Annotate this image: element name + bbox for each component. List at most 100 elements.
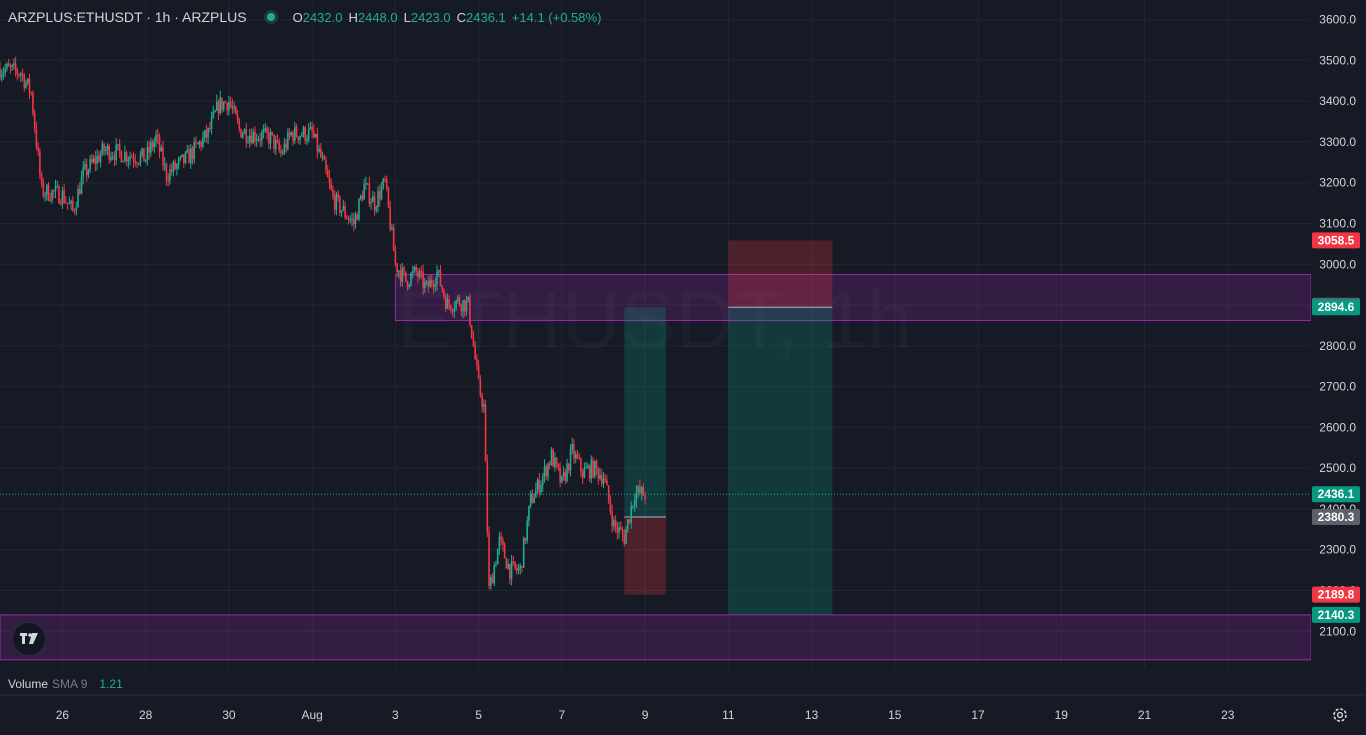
candle-body: [642, 487, 645, 496]
price-label-box: [1312, 299, 1360, 316]
candle-body: [200, 141, 202, 147]
candle-body: [273, 134, 275, 149]
candle-body: [87, 170, 90, 176]
candle-body: [25, 82, 27, 88]
candle-body: [167, 180, 170, 182]
candle-body: [56, 186, 59, 188]
candle-body: [411, 271, 414, 274]
candle-body: [626, 519, 629, 530]
candle-body: [23, 74, 26, 88]
candle-body: [528, 505, 530, 521]
open-label: O: [292, 9, 303, 25]
candle-body: [524, 538, 527, 541]
symbol-legend: ARZPLUS:ETHUSDT · 1h · ARZPLUS O 2432.0 H…: [8, 8, 601, 26]
candle-body: [153, 141, 156, 148]
candle-body: [391, 227, 393, 230]
volume-value: 1.21: [99, 677, 123, 691]
candle-body: [118, 144, 121, 152]
candle-body: [430, 279, 433, 285]
candle-body: [600, 475, 603, 484]
candle-body: [307, 128, 310, 140]
candle-body: [240, 128, 242, 138]
gear-icon[interactable]: [1331, 706, 1349, 724]
candle-body: [151, 142, 154, 148]
candle-body: [2, 72, 5, 75]
candle-body: [432, 284, 435, 287]
candle-body: [255, 139, 258, 141]
zone-box: [0, 614, 1312, 661]
candle-body: [472, 337, 475, 346]
candle-body: [522, 538, 525, 568]
position-stop-area: [624, 516, 666, 595]
price-tick-label: 3000.0: [1319, 257, 1356, 271]
close-value: 2436.1: [466, 9, 506, 25]
candle-body: [606, 480, 608, 486]
candle-body: [604, 478, 607, 481]
candle-body: [127, 159, 130, 162]
close-label: C: [456, 9, 467, 25]
candle-body: [207, 128, 209, 138]
tradingview-logo-icon[interactable]: [12, 622, 46, 656]
candle-body: [557, 463, 560, 468]
candle-body: [177, 158, 180, 165]
candle-body: [214, 110, 216, 112]
candle-body: [446, 299, 449, 309]
candle-body: [313, 131, 315, 138]
price-label-box: [1312, 486, 1360, 503]
candle-body: [311, 126, 313, 132]
candle-body: [130, 156, 133, 158]
price-axis-labels: 3058.52898.42894.62436.12380.32189.82140…: [1312, 232, 1360, 623]
candle-body: [89, 159, 91, 171]
candle-body: [300, 135, 303, 137]
candle-body: [248, 135, 251, 142]
candle-body: [453, 308, 456, 312]
time-tick-label: 3: [392, 708, 399, 722]
position-tools[interactable]: [624, 240, 833, 615]
candle-body: [115, 144, 117, 161]
candle-body: [323, 156, 326, 160]
candle-body: [186, 149, 189, 153]
price-axis[interactable]: 2100.02200.02300.02400.02500.02600.02700…: [1311, 0, 1366, 695]
candle-body: [495, 564, 497, 566]
price-label: 2894.6: [1318, 300, 1355, 314]
candle-body: [384, 178, 386, 180]
candle-body: [59, 203, 62, 205]
time-tick-label: 21: [1138, 708, 1152, 722]
candle-body: [316, 133, 319, 152]
change-value: +14.1 (+0.58%): [511, 9, 602, 25]
candle-body: [599, 475, 601, 479]
candle-body: [297, 136, 300, 141]
candle-body: [18, 74, 20, 76]
symbol-title[interactable]: ARZPLUS:ETHUSDT · 1h · ARZPLUS: [8, 9, 247, 25]
candle-body: [132, 157, 135, 161]
candle-body: [625, 529, 627, 544]
candle-body: [505, 558, 508, 569]
candle-body: [174, 162, 176, 169]
candle-body: [143, 148, 145, 162]
candle-body: [427, 281, 430, 288]
candle-body: [583, 467, 586, 478]
candle-body: [415, 266, 417, 272]
candle-body: [529, 493, 532, 506]
candle-body: [326, 170, 329, 178]
candle-body: [276, 140, 279, 142]
zone-box: [394, 273, 1312, 322]
candle-body: [35, 128, 38, 147]
candle-body: [526, 520, 528, 541]
candle-body: [110, 157, 112, 160]
price-tick-label: 2100.0: [1319, 624, 1356, 638]
candle-body: [144, 159, 147, 162]
candle-body: [262, 130, 265, 133]
time-axis[interactable]: 26 28 30 Aug 3 5 7 9 11 13 15 17 19 21 23: [0, 694, 1366, 735]
candle-body: [451, 310, 454, 312]
market-status-icon: [266, 13, 275, 21]
candle-body: [346, 216, 348, 219]
candle-body: [614, 520, 617, 527]
candle-body: [82, 167, 85, 178]
candle-body: [347, 218, 350, 220]
candle-body: [146, 146, 149, 160]
candle-body: [639, 486, 641, 494]
volume-indicator-legend[interactable]: Volume SMA 9 1.21: [8, 677, 123, 691]
candle-body: [644, 495, 646, 500]
